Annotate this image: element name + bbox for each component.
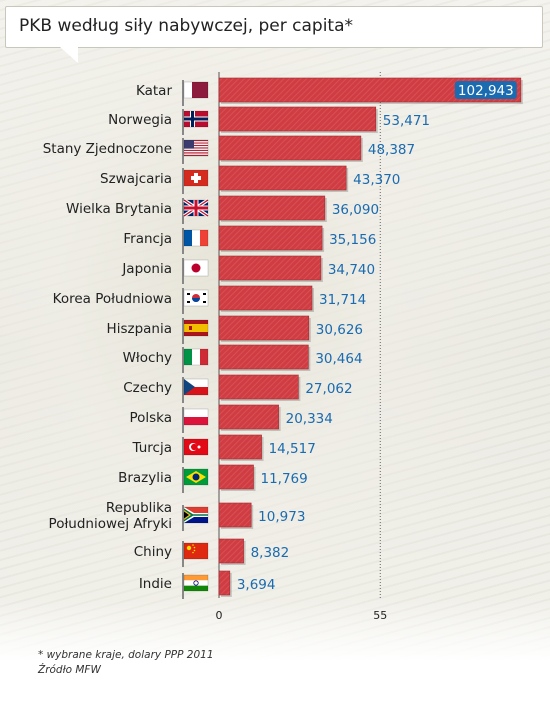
bar-11: [218, 404, 279, 430]
value-label: 27,062: [305, 381, 352, 397]
flag-usa-icon: [182, 138, 209, 164]
bar-2: [218, 135, 362, 161]
bar-3: [218, 165, 347, 191]
flag-india-icon: [182, 573, 209, 599]
flag-south-africa-icon: [182, 505, 209, 531]
value-label: 14,517: [269, 441, 316, 457]
flag-brazil-icon: [182, 467, 209, 493]
flag-switzerland-icon: [182, 168, 209, 194]
category-label: Hiszpania: [107, 321, 172, 337]
bar-4: [218, 195, 326, 221]
value-label: 43,370: [353, 172, 400, 188]
value-label: 10,973: [258, 509, 305, 525]
category-label: Katar: [136, 83, 172, 99]
category-label: Francja: [123, 231, 172, 247]
background-fade: [0, 600, 550, 702]
value-label: 30,626: [316, 322, 363, 338]
value-label: 34,740: [328, 262, 375, 278]
flag-spain-icon: [182, 318, 209, 344]
category-label: Włochy: [123, 350, 172, 366]
bar-15: [218, 538, 244, 564]
value-label: 8,382: [251, 545, 290, 561]
category-label: Chiny: [134, 544, 172, 560]
flag-france-icon: [182, 228, 209, 254]
bar-7: [218, 285, 313, 311]
flag-south-korea-icon: [182, 288, 209, 314]
category-label: Republika Południowej Afryki: [49, 500, 172, 532]
category-label: Polska: [129, 410, 172, 426]
value-label: 102,943: [458, 83, 514, 99]
flag-italy-icon: [182, 347, 209, 373]
category-label: Norwegia: [108, 112, 172, 128]
flag-uk-icon: [182, 198, 209, 224]
value-label: 3,694: [237, 577, 276, 593]
bar-6: [218, 255, 322, 281]
category-label: Brazylia: [118, 470, 172, 486]
flag-qatar-icon: [182, 80, 209, 106]
footnote: * wybrane kraje, dolary PPP 2011 Źródło …: [38, 648, 214, 678]
bar-5: [218, 225, 323, 251]
category-label: Korea Południowa: [53, 291, 172, 307]
flag-japan-icon: [182, 258, 209, 284]
bar-10: [218, 374, 299, 400]
chart-title: PKB według siły nabywczej, per capita*: [19, 16, 354, 36]
category-label: Japonia: [121, 261, 172, 277]
category-label: Czechy: [123, 380, 172, 396]
bar-14: [218, 502, 252, 528]
value-label: 53,471: [383, 113, 430, 129]
bar-9: [218, 344, 309, 370]
category-label: Stany Zjednoczone: [43, 141, 172, 157]
source-text: Źródło MFW: [38, 664, 101, 676]
value-label: 36,090: [332, 202, 379, 218]
bar-12: [218, 434, 262, 460]
flag-poland-icon: [182, 407, 209, 433]
value-label: 11,769: [261, 471, 308, 487]
title-box: PKB według siły nabywczej, per capita*: [5, 6, 543, 48]
category-label: Indie: [139, 576, 172, 592]
value-label: 30,464: [315, 351, 362, 367]
value-label: 48,387: [368, 142, 415, 158]
flag-norway-icon: [182, 109, 209, 135]
category-label: Turcja: [132, 440, 172, 456]
value-label: 20,334: [286, 411, 333, 427]
bar-13: [218, 464, 254, 490]
value-badge: [454, 81, 517, 99]
title-box-tail: [60, 47, 78, 63]
category-label: Szwajcaria: [100, 171, 172, 187]
bar-1: [218, 106, 377, 132]
flag-turkey-icon: [182, 437, 209, 463]
value-label: 31,714: [319, 292, 366, 308]
bar-8: [218, 315, 310, 341]
flag-china-icon: [182, 541, 209, 567]
flag-czech-icon: [182, 377, 209, 403]
value-label: 35,156: [329, 232, 376, 248]
footnote-text: * wybrane kraje, dolary PPP 2011: [38, 649, 214, 661]
x-tick-label: 55: [373, 609, 387, 622]
bar-16: [218, 570, 231, 596]
x-tick-label: 0: [216, 609, 223, 622]
category-label: Wielka Brytania: [66, 201, 172, 217]
